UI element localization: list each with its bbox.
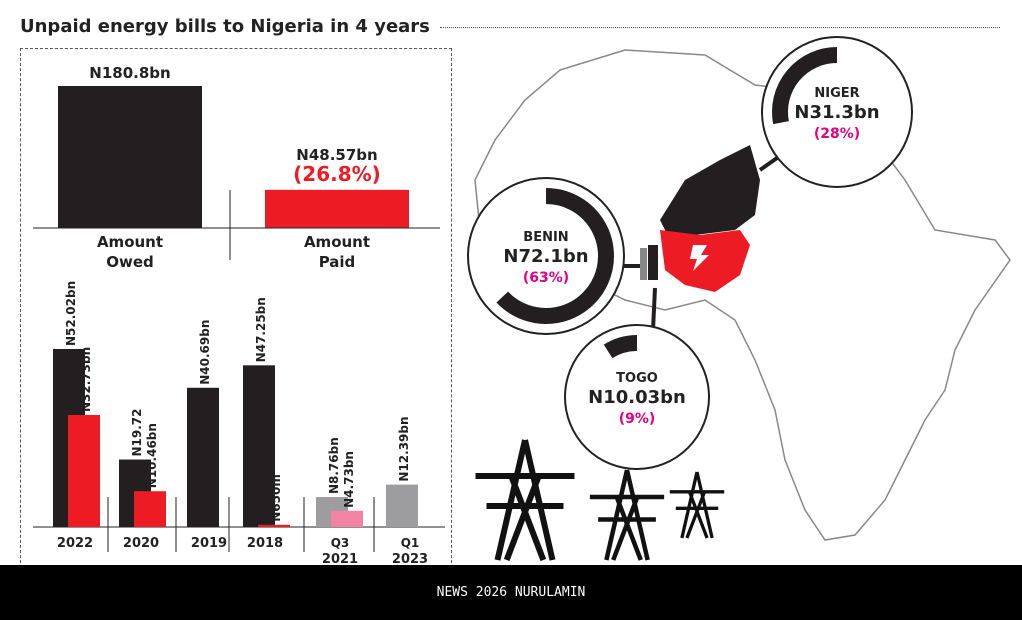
paid-percent: (26.8%) xyxy=(293,162,381,186)
share-donut-arc xyxy=(772,47,838,125)
top-bar-value: N180.8bn xyxy=(89,64,170,82)
country-percent: (28%) xyxy=(814,126,860,142)
lightning-icon xyxy=(690,245,709,271)
bar-value-label: N32.73bn xyxy=(79,347,93,412)
category-label: 2020 xyxy=(123,536,159,551)
country-name: BENIN xyxy=(523,230,568,245)
bar xyxy=(134,491,166,527)
niger-shape xyxy=(660,145,760,240)
category-label: 2023 xyxy=(392,552,428,565)
top-category-label: Paid xyxy=(319,253,356,271)
bar xyxy=(187,387,219,527)
top-category-label: Amount xyxy=(304,233,370,251)
share-donut-arc xyxy=(496,188,614,324)
nigeria-shape xyxy=(660,230,750,292)
pylon-icons xyxy=(475,439,725,562)
pylon-icon xyxy=(589,469,665,561)
bar-value-label: N8.76bn xyxy=(327,437,341,494)
country-percent: (9%) xyxy=(619,411,656,427)
pylon-icon xyxy=(475,439,575,562)
category-label: 2022 xyxy=(57,536,93,551)
bar xyxy=(243,365,275,527)
country-name: NIGER xyxy=(814,86,859,101)
country-circle xyxy=(564,324,710,470)
top-bar-value: N48.57bn xyxy=(296,146,377,164)
bar-value-label: N52.02bn xyxy=(64,281,78,346)
category-label: 2021 xyxy=(322,552,358,565)
benin-shape xyxy=(648,245,658,280)
bar-value-label: N47.25bn xyxy=(254,297,268,362)
country-amount: N72.1bn xyxy=(503,246,588,267)
bar-value-label: N40.69bn xyxy=(198,320,212,385)
category-label: 2019 xyxy=(191,536,227,551)
country-name: TOGO xyxy=(616,371,658,386)
category-label: Q3 xyxy=(331,536,350,550)
top-bar xyxy=(58,86,202,228)
niger-arrow xyxy=(758,156,779,172)
top-category-label: Owed xyxy=(106,253,154,271)
chart-title: Unpaid energy bills to Nigeria in 4 year… xyxy=(20,16,430,37)
bar xyxy=(331,510,363,527)
category-label: 2018 xyxy=(247,536,283,551)
bar-value-label: N12.39bn xyxy=(397,416,411,481)
bar-charts: N180.8bn Amount Owed N48.57bn Amount Paid (26.… xyxy=(33,64,445,565)
pylon-icon xyxy=(669,471,725,539)
country-amount: N10.03bn xyxy=(588,387,686,408)
country-percent: (63%) xyxy=(523,270,569,286)
top-bar xyxy=(265,189,409,228)
bar-value-label: N10.46bn xyxy=(145,423,159,488)
bar-value-label: N650m xyxy=(269,474,283,522)
bar-value-label: N4.73bn xyxy=(342,451,356,508)
bar xyxy=(68,415,100,527)
bar xyxy=(386,484,418,527)
title-divider xyxy=(440,27,1000,28)
category-label: Q1 xyxy=(401,536,420,550)
top-category-label: Amount xyxy=(97,233,163,251)
footer-credit: NEWS 2026 NURULAMIN xyxy=(0,565,1022,620)
togo-shape xyxy=(640,248,647,280)
togo-arrow xyxy=(651,287,657,331)
share-donut-arc xyxy=(603,335,638,359)
country-amount: N31.3bn xyxy=(794,102,879,123)
bar-value-label: N19.72 xyxy=(130,409,144,457)
bar xyxy=(258,524,290,527)
